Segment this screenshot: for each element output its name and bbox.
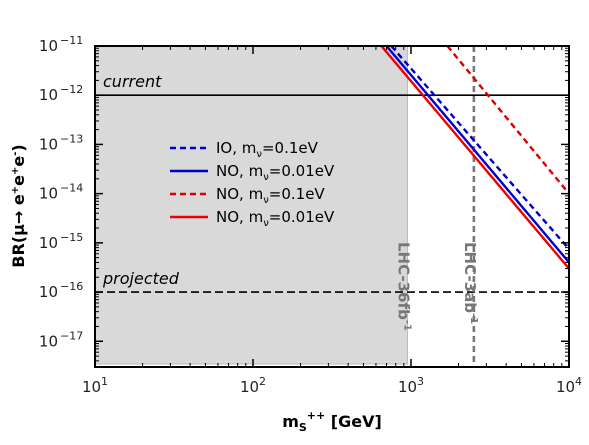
vline-label-1: LHC-3ab-1 <box>461 242 479 324</box>
legend-label-0: IO, mν=0.1eV <box>216 139 319 160</box>
y-tick-label: 10 <box>39 234 58 252</box>
legend-label-1: NO, mν=0.01eV <box>216 162 335 183</box>
x-tick-label: 101 <box>82 375 108 396</box>
y-tick-exponent: −14 <box>60 182 83 195</box>
excluded-region <box>94 45 408 365</box>
y-tick-label: 10 <box>39 283 58 301</box>
y-tick-label: 10 <box>39 332 58 350</box>
series-line-1 <box>385 46 569 264</box>
y-tick-label: 10 <box>39 135 58 153</box>
x-tick-label: 102 <box>240 375 266 396</box>
vline-label-0: LHC-36fb-1 <box>394 242 412 331</box>
series-line-2 <box>446 46 569 195</box>
x-tick-label: 104 <box>556 375 582 396</box>
y-tick-exponent: −13 <box>60 132 83 145</box>
y-tick-exponent: −17 <box>60 329 83 342</box>
legend-label-2: NO, mν=0.1eV <box>216 185 325 206</box>
legend-label-3: NO, mν=0.01eV <box>216 208 335 229</box>
x-tick-label: 103 <box>398 375 424 396</box>
y-tick-label: 10 <box>39 86 58 104</box>
hline-label-projected: projected <box>102 269 180 288</box>
y-tick-label: 10 <box>39 185 58 203</box>
series-line-0 <box>390 46 569 250</box>
x-axis-title: mS++ [GeV] <box>282 409 382 434</box>
y-tick-label: 10 <box>39 37 58 55</box>
y-tick-exponent: −12 <box>60 83 83 96</box>
hline-label-current: current <box>103 72 162 91</box>
y-tick-exponent: −15 <box>60 231 83 244</box>
plot-frame <box>94 45 570 368</box>
y-axis-title: BR(μ→ e+e+e-) <box>9 144 28 267</box>
series-line-3 <box>380 46 569 270</box>
y-tick-exponent: −11 <box>60 34 83 47</box>
y-tick-exponent: −16 <box>60 280 83 293</box>
